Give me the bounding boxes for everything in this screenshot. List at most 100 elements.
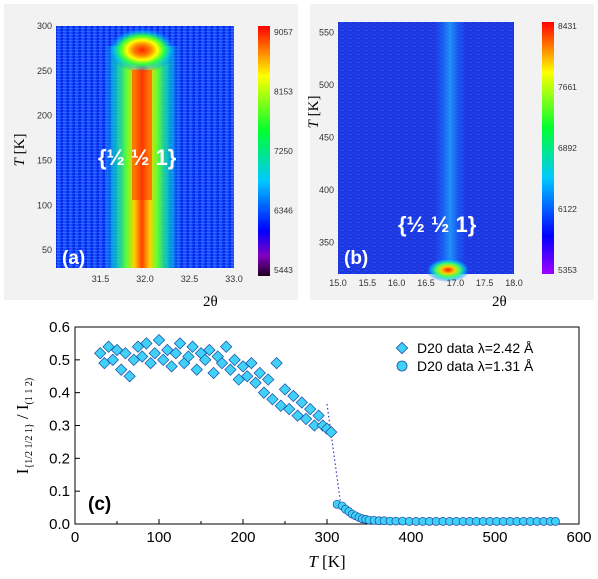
svg-text:I{1/2 1/2 1} / I(1 1 2): I{1/2 1/2 1} / I(1 1 2) [13,378,35,474]
panel-c-xtick-label: 600 [566,529,591,546]
panel-a-colorbar-tick-label: 5443 [274,265,293,275]
data-point-diamond [119,347,132,360]
panel-c-xtick-label: 200 [230,529,255,546]
data-point-diamond [295,396,308,409]
panel-b-colorbar-tick-label: 5353 [558,265,577,275]
data-point-diamond [312,409,325,422]
data-point-diamond [283,402,296,416]
panel-c-xtick-label: 0 [71,529,79,546]
panel-c-ylabel-sub2: (1 1 2) [24,378,35,405]
panel-c-label: (c) [88,494,111,515]
panel-b-peak [426,258,470,282]
panel-a-ytick-label: 250 [37,66,52,76]
panel-b-ylabel: T [K] [306,96,322,129]
data-point-diamond [224,363,237,376]
panel-b-xtick-label: 16.5 [417,278,435,288]
data-point-diamond [140,337,153,350]
panel-a-ytick-label: 200 [37,111,52,121]
panel-b-heatmap [338,22,514,274]
panel-a-ytick-label: 300 [37,21,52,31]
panel-c-xtick-label: 400 [398,529,423,546]
panel-b-colorbar [542,22,554,274]
panel-b-xtick-label: 15.5 [359,278,377,288]
data-point-diamond [169,347,182,360]
data-point-diamond [249,376,262,389]
panel-b-xtick-label: 17.0 [447,278,465,288]
data-point-diamond [136,350,149,363]
legend-diamond-marker [395,341,409,355]
panel-c: 0 100 200 300 400 500 600 0.0 0.1 0.2 0.3 0.4 0.5 0.6… [13,319,592,571]
svg-text:T [K]: T [K] [306,96,322,129]
panel-a-ytick-label: 150 [37,155,52,165]
data-point-diamond [304,402,317,416]
panel-a-band-core [132,70,152,200]
panel-a-xtick-label: 31.5 [92,274,110,284]
panel-b-annotation: {½ ½ 1} [398,212,477,237]
data-point-diamond [190,363,203,376]
panel-c-ytick-label: 0.5 [49,352,70,369]
data-point-circle [551,517,560,526]
panel-b-xtick-label: 18.0 [505,278,523,288]
panel-c-ytick-label: 0.4 [49,385,70,402]
panel-c-xtick-label: 300 [314,529,339,546]
panel-c-ytick-label: 0.1 [49,483,70,500]
panel-b-ytick-label: 450 [319,133,334,143]
panel-a-band-top [108,28,176,72]
legend-series-1-label: D20 data λ=2.42 Å [417,340,534,356]
panel-b-ytick-label: 350 [319,238,334,248]
panel-a-colorbar-tick-label: 6346 [274,206,293,216]
panel-b-ytick-label: 550 [319,28,334,38]
data-point-diamond [207,366,220,380]
legend-series-2-label: D20 data λ=1.31 Å [417,358,534,374]
data-point-diamond [182,350,195,363]
panel-b-ylabel-unit: [K] [306,96,322,117]
panel-a-ylabel-unit: [K] [12,134,28,155]
data-point-diamond [257,386,271,399]
panel-c-ylabel-main: I [13,468,32,474]
panel-c-xlabel-var: T [308,552,319,571]
panel-c-ytick-label: 0.6 [49,319,70,336]
panel-c-ytick-label: 0.0 [49,516,70,533]
panel-a-ylabel: T [K] [12,134,28,167]
panel-a-ytick-label: 100 [37,200,52,210]
panel-b-xlabel: 2θ [492,294,507,310]
panel-c-xtick-label: 500 [482,529,507,546]
panel-a-xtick-label: 32.5 [181,274,199,284]
legend-circle-marker [396,360,408,372]
panel-b-colorbar-tick-label: 7661 [558,82,577,92]
panel-a-annotation: {½ ½ 1} [98,145,177,170]
panel-b-xtick-label: 16.0 [388,278,406,288]
panel-b-band [432,22,468,274]
panel-b-colorbar-tick-label: 6892 [558,143,577,153]
data-point-diamond [215,356,229,370]
data-point-diamond [203,343,216,357]
panel-c-ylabel: I{1/2 1/2 1} / I(1 1 2) [13,378,35,474]
panel-b-colorbar-tick-label: 6122 [558,204,577,214]
panel-a-ytick-label: 50 [42,245,52,255]
data-point-diamond [253,366,266,380]
panel-b: 15.0 15.5 16.0 16.5 17.0 17.5 18.0 350 400 450 500… [306,4,594,310]
panel-a-xtick-label: 32.0 [136,274,154,284]
data-point-diamond [157,353,170,366]
data-point-diamond [299,412,313,426]
panel-c-ytick-label: 0.3 [49,418,70,435]
panel-a-colorbar-tick-label: 9057 [274,27,293,37]
panel-b-xtick-label: 17.5 [476,278,494,288]
panel-a-ylabel-var: T [12,156,28,166]
data-point-diamond [106,353,119,366]
data-point-diamond [241,370,254,383]
panel-c-xlabel-unit: [K] [322,552,346,571]
data-point-diamond [186,340,199,353]
panel-a-colorbar-tick-label: 7250 [274,146,293,156]
panel-b-ytick-label: 400 [319,185,334,195]
panel-a-label: (a) [62,248,85,269]
panel-c-fit-line [326,403,342,507]
data-point-diamond [262,373,275,386]
data-point-diamond [228,353,241,366]
svg-text:T [K]: T [K] [12,134,28,167]
panel-c-legend: D20 data λ=2.42 Å D20 data λ=1.31 Å [395,340,534,374]
panel-c-ylabel-slash: / I [13,404,32,419]
panel-c-xtick-label: 100 [146,529,171,546]
data-point-diamond [115,363,128,376]
